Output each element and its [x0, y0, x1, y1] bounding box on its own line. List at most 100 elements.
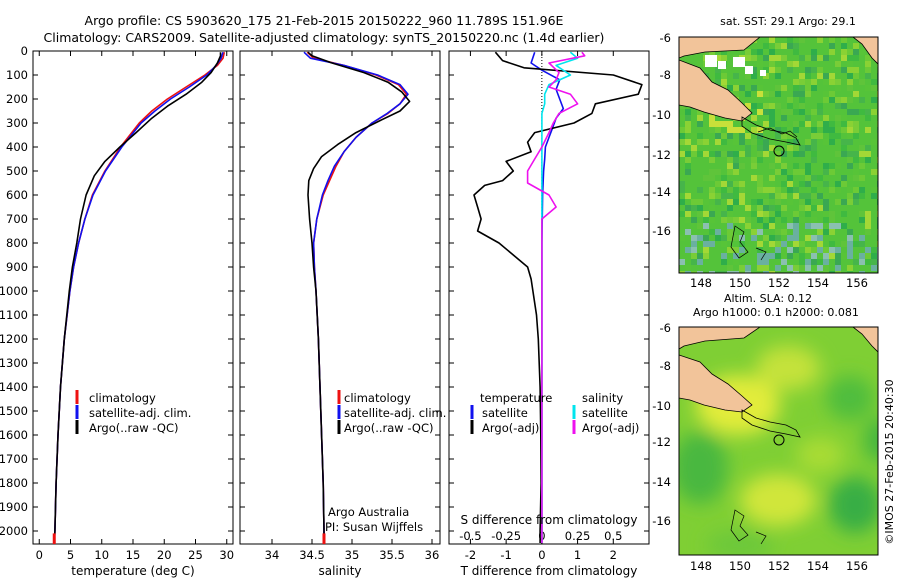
- sst-pixel: [859, 97, 865, 103]
- legend-temp-argo-label: Argo(-adj): [482, 421, 539, 435]
- sst-pixel: [775, 199, 781, 205]
- sst-pixel: [805, 199, 811, 205]
- sst-pixel: [811, 247, 817, 253]
- sst-pixel: [769, 187, 775, 193]
- sst-pixel: [727, 157, 733, 163]
- sst-pixel: [787, 109, 793, 115]
- sst-pixel: [787, 97, 793, 103]
- sst-pixel: [679, 211, 685, 217]
- sst-pixel: [811, 259, 817, 265]
- sst-pixel: [853, 169, 859, 175]
- sst-pixel: [811, 151, 817, 157]
- sst-pixel: [799, 193, 805, 199]
- sst-pixel: [799, 121, 805, 127]
- sst-pixel: [847, 139, 853, 145]
- sst-pixel: [805, 181, 811, 187]
- sst-pixel: [697, 121, 703, 127]
- sst-pixel: [823, 91, 829, 97]
- sst-pixel: [781, 205, 787, 211]
- sst-pixel: [775, 67, 781, 73]
- sst-pixel: [715, 127, 721, 133]
- sst-pixel: [745, 151, 751, 157]
- sst-pixel: [811, 145, 817, 151]
- sst-pixel: [853, 133, 859, 139]
- legend-sal-satellite-label: satellite: [582, 406, 628, 420]
- sst-pixel: [871, 85, 877, 91]
- sst-pixel: [727, 151, 733, 157]
- sst-pixel: [715, 181, 721, 187]
- sst-pixel: [811, 187, 817, 193]
- sst-pixel: [805, 115, 811, 121]
- sst-pixel: [787, 67, 793, 73]
- sst-pixel: [685, 115, 691, 121]
- sst-pixel: [787, 103, 793, 109]
- sst-pixel: [751, 139, 757, 145]
- sst-pixel: [733, 169, 739, 175]
- sst-pixel: [829, 211, 835, 217]
- sst-pixel: [865, 223, 871, 229]
- sst-pixel: [871, 79, 877, 85]
- salinity-legend: climatology satellite-adj. clim. Argo(..…: [337, 390, 446, 435]
- sst-pixel: [679, 235, 685, 241]
- depth-tick-label: 500: [6, 164, 28, 178]
- sst-pixel: [715, 235, 721, 241]
- sst-pixel: [697, 253, 703, 259]
- sst-pixel: [715, 193, 721, 199]
- sst-pixel: [799, 265, 805, 271]
- sst-pixel: [865, 157, 871, 163]
- sst-pixel: [823, 55, 829, 61]
- sst-pixel: [709, 241, 715, 247]
- sst-pixel: [733, 181, 739, 187]
- sst-pixel: [763, 145, 769, 151]
- sst-pixel: [799, 73, 805, 79]
- sst-pixel: [757, 61, 763, 67]
- sst-pixel: [787, 265, 793, 271]
- sst-pixel: [781, 127, 787, 133]
- sst-pixel: [853, 91, 859, 97]
- sst-pixel: [793, 241, 799, 247]
- sst-pixel: [847, 193, 853, 199]
- sst-pixel: [811, 139, 817, 145]
- sst-pixel: [805, 247, 811, 253]
- sst-pixel: [823, 247, 829, 253]
- sst-pixel: [679, 199, 685, 205]
- legend-climatology-label: climatology: [344, 391, 411, 405]
- series-line-temperature-satellite: [530, 51, 565, 543]
- sst-pixel: [829, 163, 835, 169]
- sst-pixel: [805, 67, 811, 73]
- sst-pixel: [703, 223, 709, 229]
- sst-pixel: [811, 157, 817, 163]
- sst-pixel: [691, 241, 697, 247]
- sst-pixel: [781, 163, 787, 169]
- sst-pixel: [805, 121, 811, 127]
- salinity-panel: 34 34.5 35 35.5 36 salinity climatology sate…: [239, 50, 446, 578]
- sst-pixel: [847, 133, 853, 139]
- sst-pixel: [715, 199, 721, 205]
- sst-pixel: [775, 55, 781, 61]
- sst-pixel: [811, 223, 817, 229]
- sst-pixel: [853, 55, 859, 61]
- sst-pixel: [709, 169, 715, 175]
- sst-pixel: [859, 259, 865, 265]
- sst-pixel: [847, 49, 853, 55]
- sst-pixel: [811, 115, 817, 121]
- sst-pixel: [685, 205, 691, 211]
- sst-pixel: [781, 109, 787, 115]
- sst-pixel: [799, 91, 805, 97]
- annotation-pi: PI: Susan Wijffels: [325, 520, 423, 534]
- sst-pixel: [745, 55, 751, 61]
- sst-pixel: [709, 121, 715, 127]
- sst-pixel: [763, 199, 769, 205]
- sst-pixel: [853, 259, 859, 265]
- sst-pixel: [775, 229, 781, 235]
- lat-label: -6: [660, 31, 671, 45]
- sst-pixel: [775, 235, 781, 241]
- legend-title-temperature: temperature: [480, 391, 552, 405]
- credit-text: ©IMOS 27-Feb-2015 20:40:30: [883, 379, 896, 544]
- sst-pixel: [793, 43, 799, 49]
- sst-pixel: [817, 229, 823, 235]
- sst-pixel: [829, 133, 835, 139]
- sst-pixel: [775, 91, 781, 97]
- sst-pixel: [853, 187, 859, 193]
